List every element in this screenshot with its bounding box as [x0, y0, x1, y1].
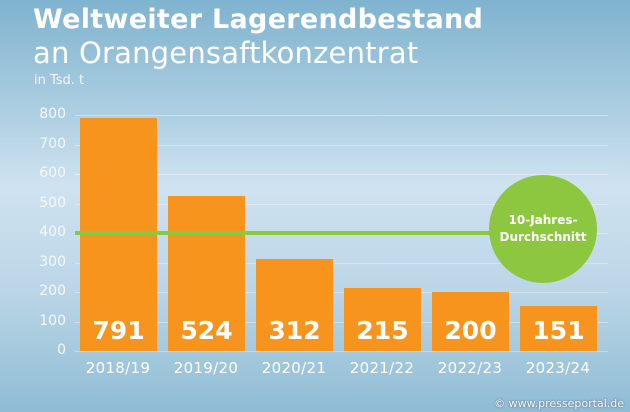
x-tick-label: 2020/21 [261, 359, 327, 377]
gridline [75, 292, 608, 293]
y-tick-label: 600 [39, 165, 66, 181]
x-tick-label: 2023/24 [525, 359, 591, 377]
average-label-line2: Durchschnitt [499, 230, 587, 244]
y-tick-label: 500 [39, 195, 66, 211]
x-tick-label: 2019/20 [173, 359, 239, 377]
x-tick-label: 2022/23 [437, 359, 503, 377]
gridline [75, 263, 608, 264]
bar: 312 [256, 259, 333, 351]
y-tick-label: 400 [39, 224, 66, 240]
credit-watermark: © www.presseportal.de [494, 397, 624, 410]
gridline [75, 322, 608, 323]
bar-value-label: 215 [356, 316, 409, 345]
bar-value-label: 791 [92, 316, 145, 345]
y-tick-label: 0 [57, 342, 66, 358]
average-line [75, 231, 495, 235]
bar: 151 [520, 306, 597, 351]
average-label-line1: 10-Jahres- [508, 212, 578, 227]
y-tick-label: 800 [39, 106, 66, 122]
bar: 200 [432, 292, 509, 351]
bar-value-label: 524 [180, 316, 233, 345]
gridline [75, 204, 608, 205]
gridline [75, 174, 608, 175]
bar: 215 [344, 288, 421, 351]
y-tick-label: 100 [39, 313, 66, 329]
bar-value-label: 312 [268, 316, 321, 345]
unit-label: in Tsd. t [34, 73, 85, 88]
gridline [75, 351, 608, 352]
gridline [75, 145, 608, 146]
bar: 524 [168, 196, 245, 351]
y-tick-label: 300 [39, 254, 66, 270]
chart-title: Weltweiter Lagerendbestand [33, 4, 484, 35]
average-badge: 10-Jahres- Durchschnitt [489, 175, 597, 283]
gridline [75, 115, 608, 116]
bar-value-label: 200 [444, 316, 497, 345]
x-tick-label: 2021/22 [349, 359, 415, 377]
y-tick-label: 700 [39, 136, 66, 152]
y-tick-label: 200 [39, 283, 66, 299]
bar-value-label: 151 [532, 316, 585, 345]
chart-subtitle: an Orangensaftkonzentrat [33, 36, 419, 70]
x-tick-label: 2018/19 [85, 359, 151, 377]
